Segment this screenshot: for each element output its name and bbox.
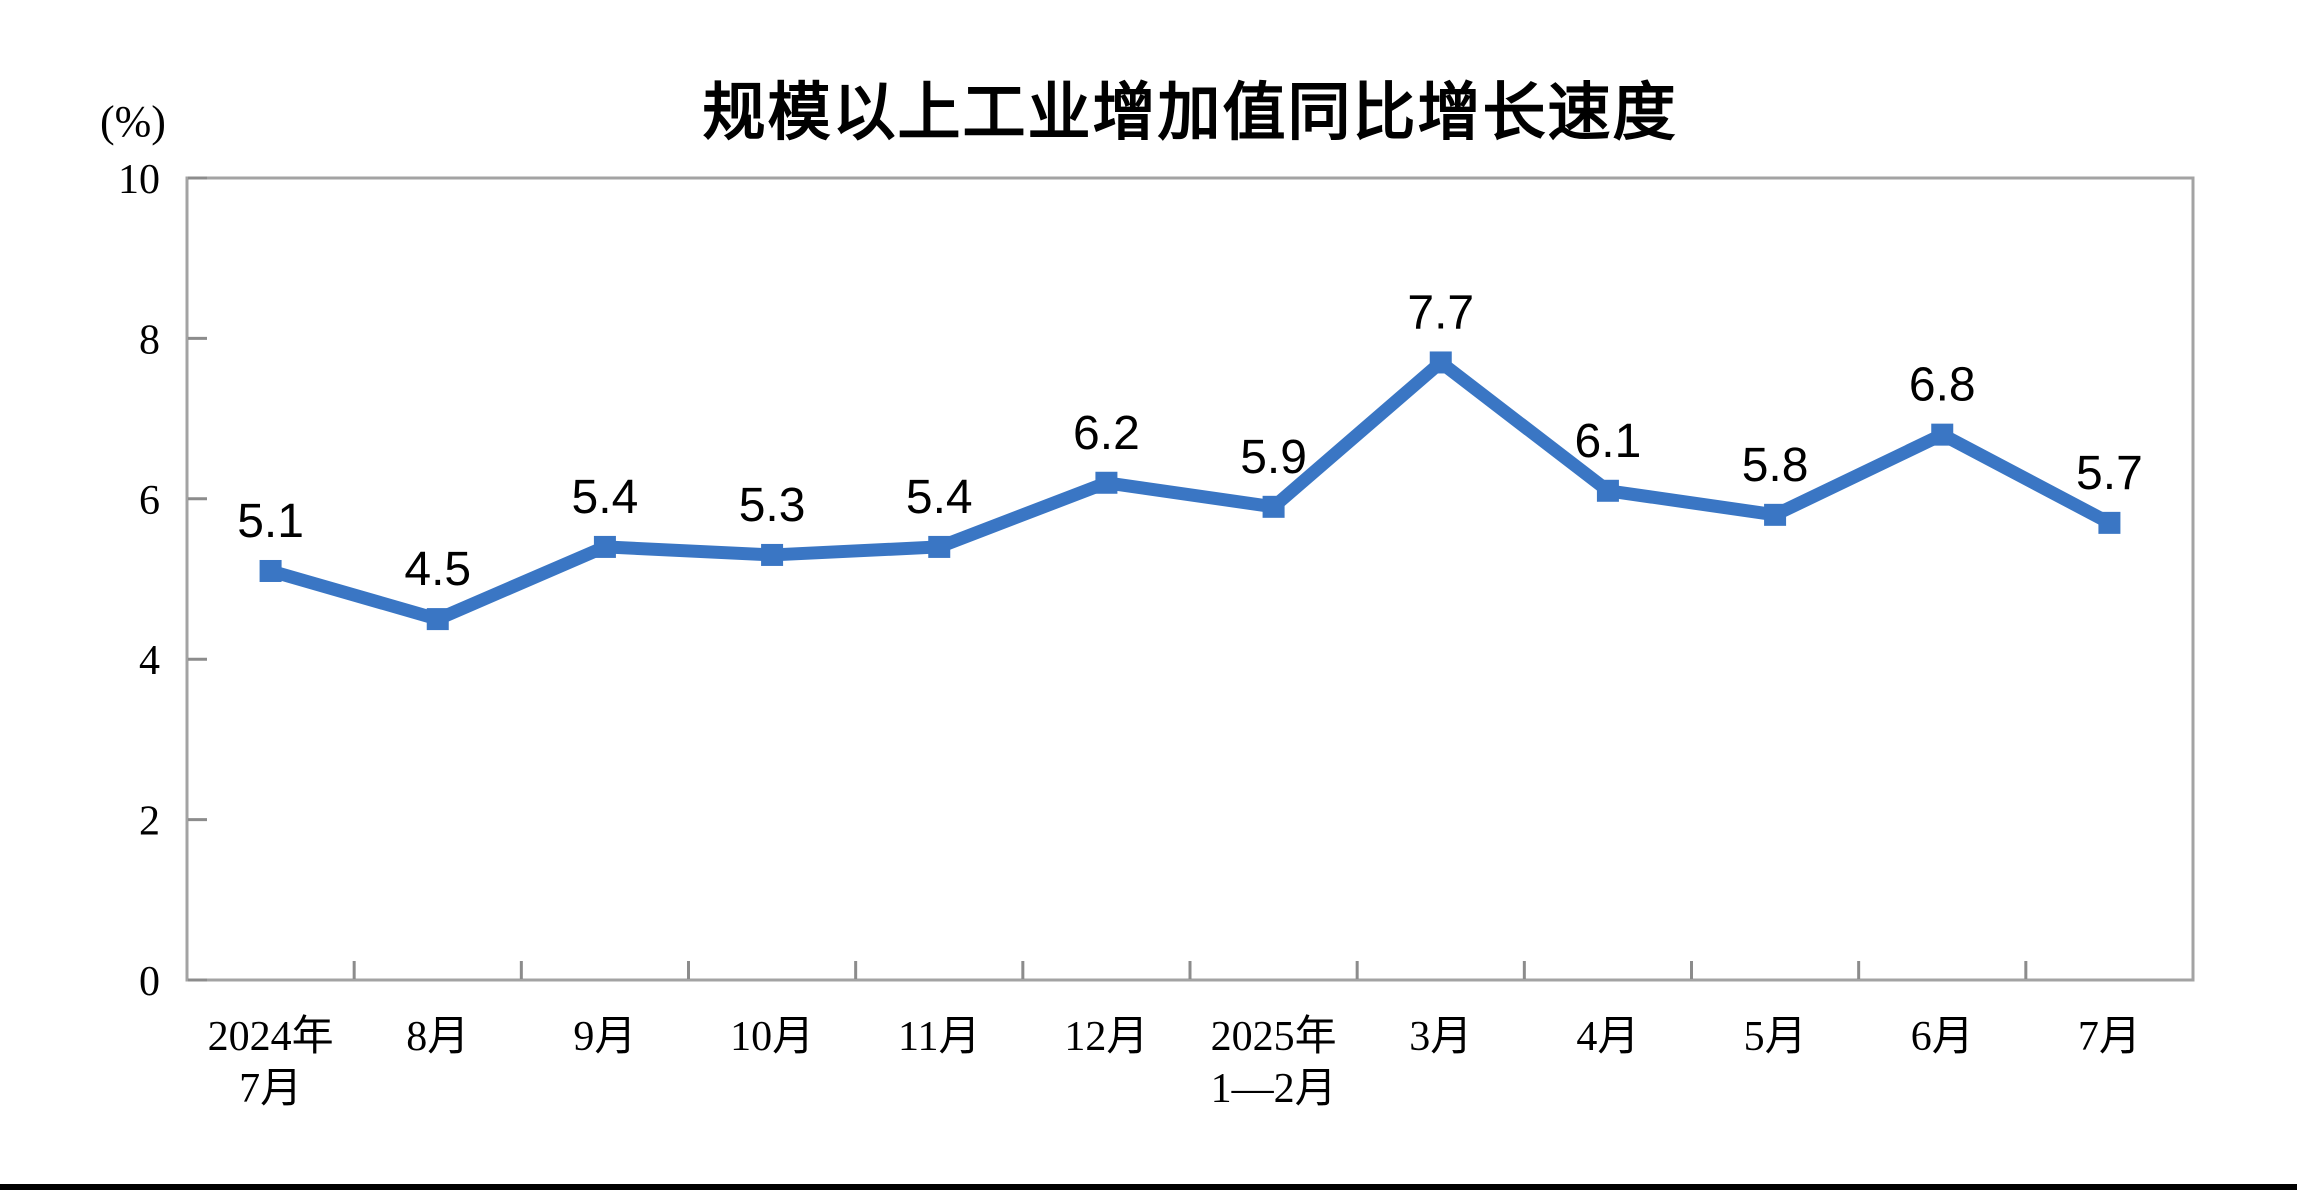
- x-axis-category-label: 2024年: [208, 1013, 334, 1060]
- data-point-label: 7.7: [1407, 286, 1474, 339]
- y-axis-tick-label: 6: [139, 478, 160, 524]
- data-point-label: 5.9: [1240, 431, 1307, 484]
- data-point-marker: [593, 535, 616, 558]
- x-axis-category-label: 7月: [2078, 1014, 2141, 1060]
- data-point-marker: [1429, 351, 1452, 374]
- data-point-label: 5.4: [572, 471, 639, 524]
- data-point-label: 5.8: [1742, 439, 1809, 492]
- y-axis-unit-label: (%): [100, 97, 166, 146]
- y-axis-tick-label: 10: [118, 157, 160, 203]
- data-point-marker: [1764, 503, 1787, 526]
- data-point-marker: [2098, 511, 2121, 534]
- y-axis-tick-label: 8: [139, 317, 160, 363]
- y-axis-tick-label: 0: [139, 959, 160, 1005]
- data-point-label: 5.7: [2076, 447, 2143, 500]
- data-point-label: 6.1: [1575, 415, 1642, 468]
- data-point-marker: [928, 535, 951, 558]
- data-point-label: 5.3: [739, 479, 806, 532]
- x-axis-category-label: 9月: [573, 1014, 636, 1060]
- data-point-marker: [1262, 495, 1285, 518]
- data-point-marker: [761, 543, 784, 566]
- data-point-marker: [1596, 479, 1619, 502]
- data-point-marker: [426, 608, 449, 631]
- data-point-label: 5.1: [237, 495, 304, 548]
- x-axis-category-label: 4月: [1576, 1014, 1639, 1060]
- data-point-label: 5.4: [906, 471, 973, 524]
- x-axis-category-label: 7月: [239, 1066, 302, 1112]
- data-point-label: 4.5: [404, 543, 471, 596]
- x-axis-category-label: 11月: [898, 1014, 980, 1060]
- x-axis-category-label: 8月: [406, 1014, 469, 1060]
- y-axis-tick-label: 4: [139, 638, 160, 684]
- plot-border: [185, 176, 2195, 982]
- series-line: [264, 355, 2116, 626]
- x-axis-category-label: 1—2月: [1211, 1066, 1337, 1112]
- y-axis-tick-label: 2: [139, 799, 160, 845]
- bottom-divider: [0, 1184, 2297, 1190]
- data-point-label: 6.2: [1073, 407, 1140, 460]
- x-axis-category-label: 10月: [730, 1014, 814, 1060]
- x-axis-category-label: 2025年: [1211, 1013, 1337, 1060]
- data-point-marker: [259, 559, 282, 582]
- x-axis-category-label: 3月: [1409, 1014, 1472, 1060]
- data-point-marker: [1095, 471, 1118, 494]
- data-point-label: 6.8: [1909, 359, 1976, 412]
- data-point-marker: [1931, 423, 1954, 446]
- x-axis-category-label: 6月: [1911, 1014, 1974, 1060]
- x-axis-category-label: 12月: [1064, 1014, 1148, 1060]
- x-axis-category-label: 5月: [1744, 1014, 1807, 1060]
- chart-title: 规模以上工业增加值同比增长速度: [702, 78, 1678, 148]
